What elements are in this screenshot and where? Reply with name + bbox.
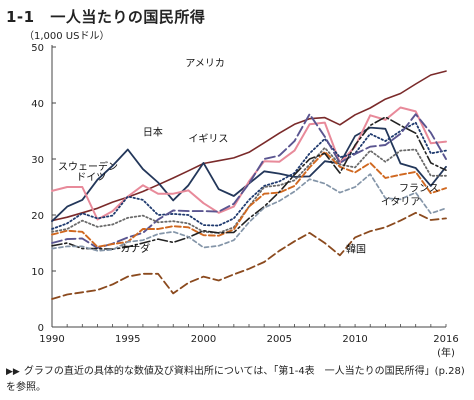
chart-title: 1-1 一人当たりの国民所得 bbox=[6, 6, 205, 27]
y-tick-label: 20 bbox=[31, 211, 44, 222]
axes: 0 10 20 30 40 50 1990 1995 2000 2005 2010 2016(年) bbox=[31, 43, 458, 359]
series-label: アメリカ bbox=[185, 58, 225, 70]
series-label: イギリス bbox=[188, 133, 228, 145]
y-axis-unit-label: （1,000 USドル） bbox=[24, 31, 110, 42]
note-bullet: ▶▶ bbox=[6, 367, 20, 377]
series-lines bbox=[51, 70, 447, 300]
y-tick-label: 10 bbox=[31, 267, 44, 278]
y-tick-label: 40 bbox=[31, 99, 44, 110]
series-line-7 bbox=[51, 116, 447, 250]
series-label: スウェーデン bbox=[58, 160, 118, 173]
series-label: ドイツ bbox=[76, 172, 106, 183]
y-tick-label: 50 bbox=[31, 43, 44, 54]
series-label: 韓国 bbox=[346, 244, 366, 256]
y-tick-label: 0 bbox=[38, 323, 44, 334]
figure-title: 一人当たりの国民所得 bbox=[50, 8, 206, 26]
figure-number: 1-1 bbox=[6, 8, 35, 26]
series-line-1 bbox=[51, 126, 447, 223]
x-tick-label: 2016 bbox=[433, 334, 458, 345]
series-line-0 bbox=[51, 70, 447, 222]
x-tick-label: 2010 bbox=[342, 334, 367, 345]
series-line-4 bbox=[51, 113, 447, 249]
y-tick-label: 30 bbox=[31, 155, 44, 166]
series-line-8-unlabeled bbox=[51, 173, 447, 252]
x-axis-unit-label: (年) bbox=[437, 346, 455, 359]
series-line-3 bbox=[51, 121, 447, 230]
series-line-9 bbox=[51, 211, 447, 300]
x-tick-label: 1995 bbox=[115, 334, 140, 345]
footnote: ▶▶ グラフの直近の具体的な数値及び資料出所については、「第1-4表 一人当たりの… bbox=[6, 364, 468, 395]
series-label: 日本 bbox=[143, 125, 163, 138]
x-tick-label: 1990 bbox=[39, 334, 64, 345]
series-label: イタリア bbox=[381, 196, 421, 208]
line-chart: 0 10 20 30 40 50 1990 1995 2000 2005 2010 2016(年) ア… bbox=[31, 43, 458, 359]
series-line-5 bbox=[51, 146, 447, 234]
series-label: カナダ bbox=[120, 242, 150, 255]
note-text: グラフの直近の具体的な数値及び資料出所については、「第1-4表 一人当たりの国民… bbox=[6, 366, 465, 393]
series-line-6 bbox=[51, 150, 447, 248]
series-label: フランス bbox=[399, 182, 439, 194]
x-tick-label: 2000 bbox=[191, 334, 216, 345]
x-tick-label: 2005 bbox=[267, 334, 292, 345]
series-line-2 bbox=[51, 106, 447, 221]
